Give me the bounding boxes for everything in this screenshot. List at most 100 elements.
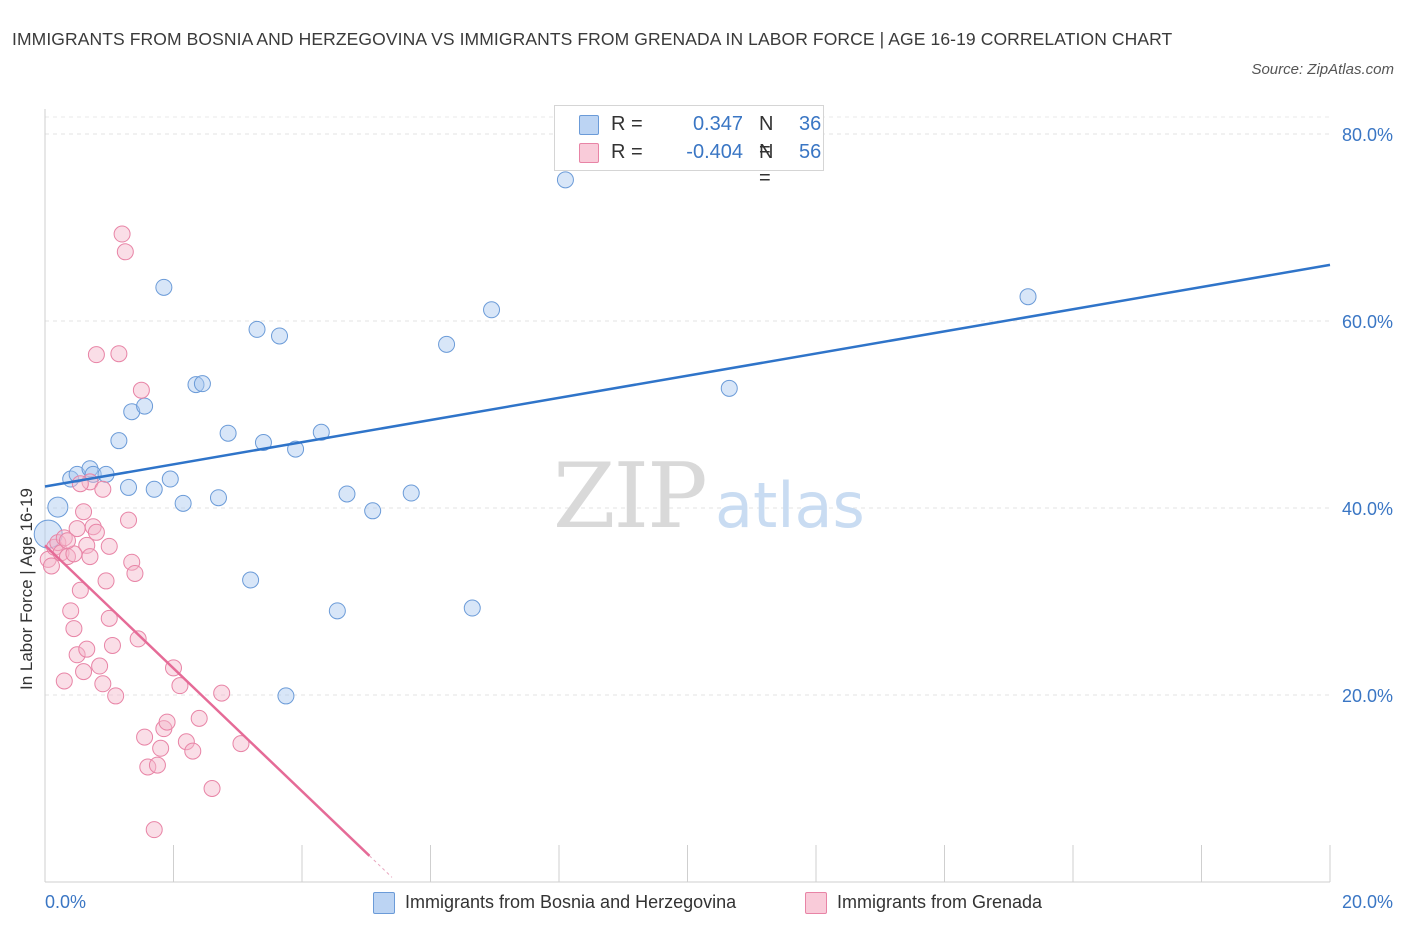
grenada-point <box>100 537 118 555</box>
grenada-point <box>184 742 202 760</box>
legend-swatch-bosnia <box>373 892 395 914</box>
series-grenada <box>39 225 250 839</box>
trend-line-grenada-extension <box>369 855 393 878</box>
bosnia-point <box>271 327 289 345</box>
bosnia-point <box>155 278 173 296</box>
grenada-point <box>132 381 150 399</box>
trend-line-bosnia <box>44 263 1331 488</box>
bosnia-point <box>254 434 272 452</box>
series-bosnia <box>33 171 1037 705</box>
grenada-point <box>107 687 125 705</box>
legend-swatch-grenada <box>805 892 827 914</box>
grenada-point <box>100 609 118 627</box>
x-tick-label: 0.0% <box>45 892 86 912</box>
grenada-point <box>78 536 96 554</box>
trend-line-grenada <box>44 544 371 857</box>
bosnia-point <box>174 494 192 512</box>
grenada-point <box>68 520 86 538</box>
grenada-point <box>87 523 105 541</box>
stats-r-label: R = <box>611 141 643 163</box>
grenada-point <box>55 672 73 690</box>
stats-r-value: 0.347 <box>692 113 743 135</box>
grenada-point <box>148 756 166 774</box>
bosnia-point <box>277 687 295 705</box>
grenada-point <box>94 480 112 498</box>
bosnia-point <box>402 484 420 502</box>
chart-legend: Immigrants from Bosnia and Herzegovina I… <box>0 889 1406 915</box>
y-tick-label: 40.0% <box>1342 499 1393 519</box>
y-tick-label: 60.0% <box>1342 312 1393 332</box>
stats-n-label: N = <box>759 113 774 161</box>
stats-n-value: 56 <box>799 141 822 163</box>
grenada-point <box>190 709 208 727</box>
grenada-point <box>75 663 93 681</box>
grenada-point <box>145 821 163 839</box>
grenada-point <box>71 581 89 599</box>
bosnia-point <box>248 320 266 338</box>
grenada-point <box>91 657 109 675</box>
stats-n-value: 36 <box>799 113 822 135</box>
bosnia-point <box>1019 288 1037 306</box>
stats-box: R = 0.347 N = 36 R = -0.404 N = 56 <box>554 105 824 189</box>
stats-n-label: N = <box>759 141 774 189</box>
bosnia-point <box>123 403 141 421</box>
grenada-point <box>232 735 250 753</box>
grenada-point <box>65 620 83 638</box>
bosnia-point <box>47 496 69 518</box>
stats-r-label: R = <box>611 113 643 135</box>
grenada-point <box>177 733 195 751</box>
bosnia-point <box>136 397 154 415</box>
watermark-zip: ZIP <box>553 444 706 549</box>
grenada-point <box>116 243 134 261</box>
grenada-point <box>68 646 86 664</box>
grenada-point <box>213 684 231 702</box>
bosnia-point <box>161 470 179 488</box>
bosnia-point <box>209 489 227 507</box>
grenada-point <box>71 475 89 493</box>
bosnia-point <box>81 460 99 478</box>
x-tick-label: 20.0% <box>1342 892 1393 912</box>
bosnia-point <box>110 432 128 450</box>
grenada-point <box>81 548 99 566</box>
grenada-point <box>87 346 105 364</box>
grenada-point <box>152 739 170 757</box>
bosnia-point <box>219 424 237 442</box>
grenada-point <box>75 503 93 521</box>
y-axis-label: In Labor Force | Age 16-19 <box>17 488 36 690</box>
watermark-atlas: atlas <box>715 469 865 542</box>
bosnia-point <box>242 571 260 589</box>
grenada-point <box>78 640 96 658</box>
grenada-point <box>113 225 131 243</box>
bosnia-point <box>438 335 456 353</box>
grenada-point <box>58 532 76 550</box>
grenada-point <box>158 713 176 731</box>
grenada-point <box>97 572 115 590</box>
chart-title: IMMIGRANTS FROM BOSNIA AND HERZEGOVINA V… <box>12 29 1173 49</box>
grenada-point <box>62 602 80 620</box>
legend-label-grenada: Immigrants from Grenada <box>837 892 1043 912</box>
bosnia-point <box>483 301 501 319</box>
chart-source: Source: ZipAtlas.com <box>1251 61 1394 78</box>
y-tick-label: 20.0% <box>1342 686 1393 706</box>
grenada-point <box>126 564 144 582</box>
stats-swatch-grenada <box>579 143 599 163</box>
bosnia-point <box>328 602 346 620</box>
stats-swatch-bosnia <box>579 115 599 135</box>
grenada-point <box>103 636 121 654</box>
bosnia-point <box>312 423 330 441</box>
bosnia-point <box>187 376 205 394</box>
bosnia-point <box>193 375 211 393</box>
grenada-point <box>55 529 73 547</box>
bosnia-point <box>338 485 356 503</box>
bosnia-point <box>120 478 138 496</box>
y-tick-label: 80.0% <box>1342 125 1393 145</box>
grenada-point <box>203 780 221 797</box>
grenada-point <box>120 511 138 529</box>
bosnia-point <box>145 480 163 498</box>
grenada-point <box>110 345 128 363</box>
legend-label-bosnia: Immigrants from Bosnia and Herzegovina <box>405 892 737 912</box>
bosnia-point <box>556 171 574 189</box>
grenada-point <box>42 557 60 575</box>
grenada-point <box>136 728 154 746</box>
